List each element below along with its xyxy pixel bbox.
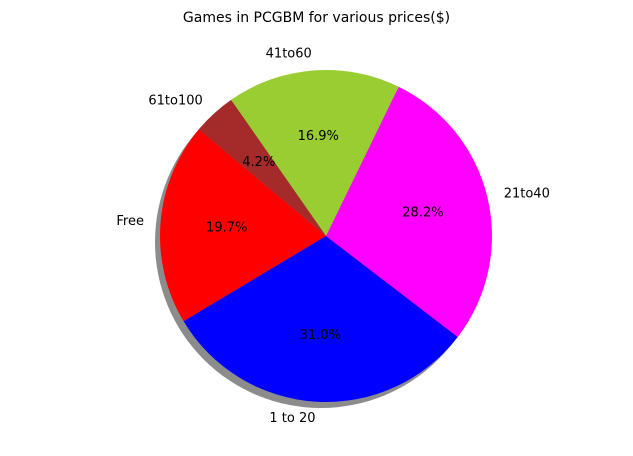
pie-percent-label: 31.0% [300, 328, 341, 343]
pie-category-label: 1 to 20 [269, 411, 315, 426]
pie-slice-free [159, 129, 326, 322]
chart-title: Games in PCGBM for various prices($) [182, 10, 451, 26]
pie-category-label: 41to60 [266, 46, 312, 61]
pie-category-label: 21to40 [504, 187, 550, 202]
pie-slice-21to40 [326, 86, 492, 338]
pie-percent-label: 4.2% [242, 155, 275, 170]
pie-slice-1-to-20 [183, 236, 458, 403]
pie-percent-label: 19.7% [206, 221, 247, 236]
pie-slices [159, 70, 492, 403]
pie-category-label: 61to100 [148, 94, 202, 109]
pie-labels: 19.7% Free 31.0% 1 to 20 28.2% 21to40 16.9% 41t… [116, 46, 549, 425]
pie-slice-41to60 [231, 70, 399, 236]
pie-category-label: Free [116, 214, 144, 229]
pie-slice-61to100 [198, 99, 326, 236]
pie-percent-label: 16.9% [298, 129, 339, 144]
pie-percent-label: 28.2% [402, 206, 443, 221]
